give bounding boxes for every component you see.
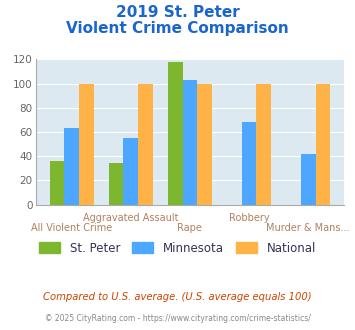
Bar [168, 62, 182, 205]
Bar [138, 83, 153, 205]
Bar [256, 83, 271, 205]
Bar [301, 154, 316, 205]
Bar [197, 83, 212, 205]
Text: Murder & Mans...: Murder & Mans... [266, 223, 350, 233]
Bar [124, 138, 138, 205]
Text: Aggravated Assault: Aggravated Assault [83, 213, 179, 223]
Text: © 2025 CityRating.com - https://www.cityrating.com/crime-statistics/: © 2025 CityRating.com - https://www.city… [45, 314, 310, 323]
Bar [50, 161, 64, 205]
Text: 2019 St. Peter: 2019 St. Peter [116, 5, 239, 20]
Text: Robbery: Robbery [229, 213, 269, 223]
Bar [109, 163, 124, 205]
Text: Rape: Rape [178, 223, 202, 233]
Bar [316, 83, 330, 205]
Bar [79, 83, 94, 205]
Bar [64, 128, 79, 205]
Legend: St. Peter, Minnesota, National: St. Peter, Minnesota, National [34, 237, 321, 259]
Bar [182, 80, 197, 205]
Text: Compared to U.S. average. (U.S. average equals 100): Compared to U.S. average. (U.S. average … [43, 292, 312, 302]
Bar [242, 122, 256, 205]
Text: Violent Crime Comparison: Violent Crime Comparison [66, 21, 289, 36]
Text: All Violent Crime: All Violent Crime [31, 223, 112, 233]
